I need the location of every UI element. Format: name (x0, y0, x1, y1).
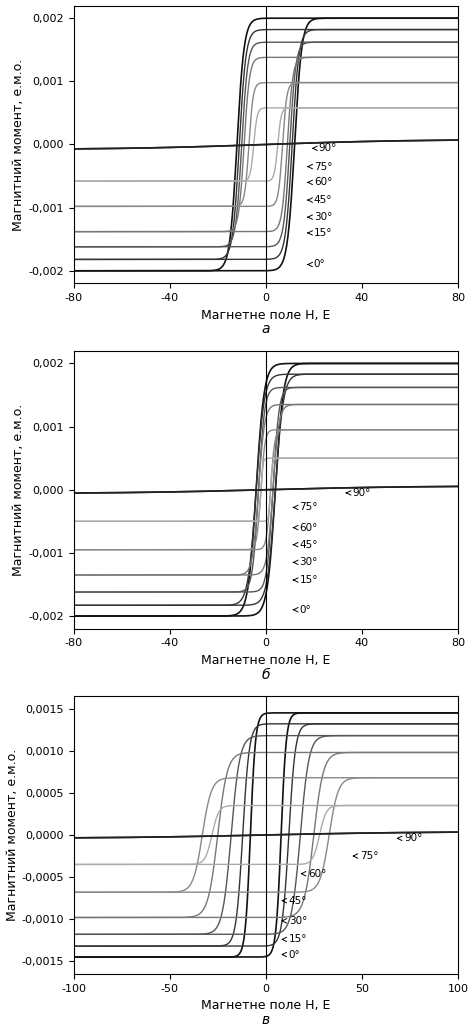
Text: 30°: 30° (282, 916, 307, 925)
Text: 75°: 75° (308, 162, 332, 171)
Text: б: б (262, 668, 270, 681)
Text: 15°: 15° (293, 575, 318, 585)
X-axis label: Магнетне поле H, Е: Магнетне поле H, Е (201, 654, 330, 667)
Text: 75°: 75° (353, 851, 378, 861)
Text: 75°: 75° (293, 503, 318, 512)
X-axis label: Магнетне поле H, Е: Магнетне поле H, Е (201, 309, 330, 322)
Text: 45°: 45° (293, 540, 318, 550)
Y-axis label: Магнитний момент, е.м.о.: Магнитний момент, е.м.о. (6, 749, 18, 921)
Text: 60°: 60° (308, 177, 332, 188)
Y-axis label: Магнитний момент, е.м.о.: Магнитний момент, е.м.о. (12, 58, 26, 231)
Text: 45°: 45° (308, 195, 332, 205)
Text: 45°: 45° (282, 896, 307, 906)
Text: 60°: 60° (301, 869, 327, 878)
X-axis label: Магнетне поле H, Е: Магнетне поле H, Е (201, 999, 330, 1013)
Text: а: а (262, 322, 270, 337)
Y-axis label: Магнитний момент, е.м.о.: Магнитний момент, е.м.о. (12, 403, 26, 576)
Text: 30°: 30° (293, 557, 318, 567)
Text: 30°: 30° (308, 212, 332, 222)
Text: 15°: 15° (282, 935, 307, 944)
Text: 90°: 90° (346, 488, 371, 498)
Text: 0°: 0° (293, 604, 311, 615)
Text: 60°: 60° (293, 522, 318, 532)
Text: в: в (262, 1013, 270, 1026)
Text: 90°: 90° (398, 833, 422, 843)
Text: 0°: 0° (282, 949, 301, 959)
Text: 90°: 90° (313, 144, 337, 153)
Text: 15°: 15° (308, 228, 332, 238)
Text: 0°: 0° (308, 260, 326, 270)
